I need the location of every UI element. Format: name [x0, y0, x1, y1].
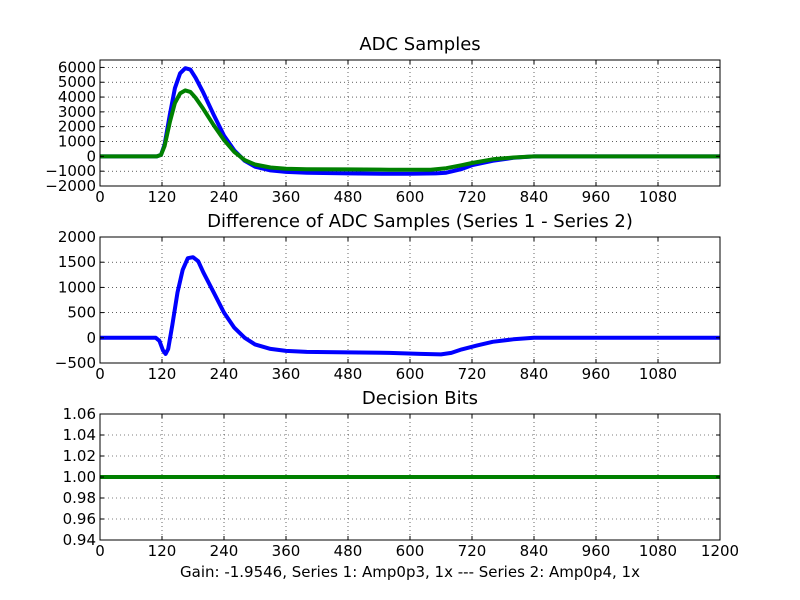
- x-tick-label: 120: [148, 188, 177, 206]
- plot-title: Difference of ADC Samples (Series 1 - Se…: [207, 211, 633, 232]
- plot-adc-samples: 0 120 240 360 480 600 720 840 960 1080−2000−10000…: [45, 34, 721, 206]
- y-tick-label: 0.98: [63, 489, 96, 507]
- y-tick-label: 6000: [58, 58, 96, 76]
- x-tick-label: 960: [582, 542, 611, 560]
- y-tick-label: 0: [86, 147, 96, 165]
- x-tick-label: 360: [272, 365, 301, 383]
- y-tick-label: 4000: [58, 88, 96, 106]
- y-tick-label: −2000: [45, 177, 96, 195]
- plot-decision-bits: 0 120 240 360 480 600 720 840 960 1080 1200 0.94 0.9…: [63, 388, 740, 560]
- x-tick-label: 0: [95, 542, 105, 560]
- y-tick-label: 500: [67, 304, 96, 322]
- y-tick-label: 1.02: [63, 447, 96, 465]
- plot-title: Decision Bits: [362, 388, 478, 409]
- x-tick-label: 360: [272, 542, 301, 560]
- x-tick-label: 720: [458, 365, 487, 383]
- x-tick-label: 0: [95, 365, 105, 383]
- x-tick-label: 1080: [639, 542, 677, 560]
- series-line-green: [100, 88, 720, 172]
- x-tick-label: 480: [334, 188, 363, 206]
- y-tick-label: −1000: [45, 162, 96, 180]
- plot-difference: 0 120 240 360 480 600 720 840 960 1080−5000500100…: [55, 211, 721, 383]
- y-tick-label: 0: [86, 329, 96, 347]
- y-tick-label: −500: [55, 354, 96, 372]
- y-tick-label: 1000: [58, 278, 96, 296]
- x-tick-label: 1200: [701, 542, 739, 560]
- series-line-blue: [100, 255, 720, 357]
- y-tick-label: 1000: [58, 133, 96, 151]
- y-tick-label: 1.00: [63, 468, 96, 486]
- figure-xlabel: Gain: -1.9546, Series 1: Amp0p3, 1x --- …: [180, 563, 640, 581]
- x-tick-label: 840: [520, 542, 549, 560]
- y-tick-label: 2000: [58, 228, 96, 246]
- y-tick-label: 1.04: [63, 426, 96, 444]
- x-tick-label: 240: [210, 542, 239, 560]
- x-tick-label: 120: [148, 365, 177, 383]
- y-tick-label: 1500: [58, 253, 96, 271]
- x-tick-label: 840: [520, 188, 549, 206]
- y-tick-label: 0.96: [63, 510, 96, 528]
- x-tick-label: 240: [210, 188, 239, 206]
- x-tick-label: 1080: [639, 365, 677, 383]
- x-tick-label: 840: [520, 365, 549, 383]
- x-tick-label: 600: [396, 188, 425, 206]
- x-tick-label: 360: [272, 188, 301, 206]
- y-tick-label: 3000: [58, 103, 96, 121]
- x-tick-label: 120: [148, 542, 177, 560]
- y-tick-label: 0.94: [63, 531, 96, 549]
- y-tick-label: 5000: [58, 73, 96, 91]
- y-tick-label: 2000: [58, 118, 96, 136]
- x-tick-label: 960: [582, 365, 611, 383]
- x-tick-label: 0: [95, 188, 105, 206]
- x-tick-label: 1080: [639, 188, 677, 206]
- plot-background: [100, 60, 720, 186]
- x-tick-label: 480: [334, 365, 363, 383]
- x-tick-label: 960: [582, 188, 611, 206]
- x-tick-label: 720: [458, 542, 487, 560]
- x-tick-label: 600: [396, 365, 425, 383]
- x-tick-label: 600: [396, 542, 425, 560]
- x-tick-label: 240: [210, 365, 239, 383]
- y-tick-label: 1.06: [63, 405, 96, 423]
- x-tick-label: 720: [458, 188, 487, 206]
- x-tick-label: 480: [334, 542, 363, 560]
- plot-title: ADC Samples: [359, 34, 480, 55]
